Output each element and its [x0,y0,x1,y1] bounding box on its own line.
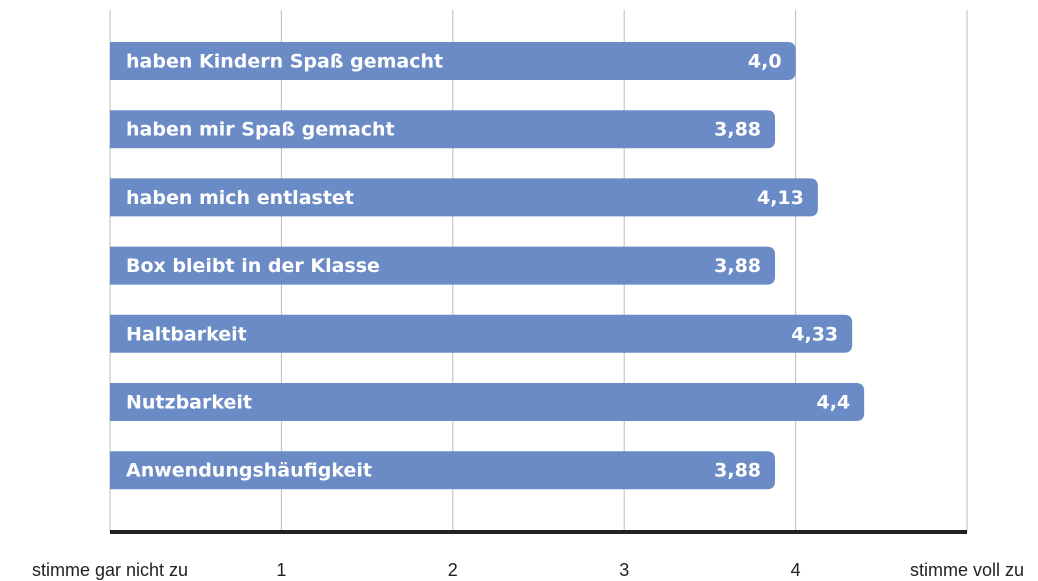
category-label: haben mir Spaß gemacht [126,119,395,141]
category-label: Box bleibt in der Klasse [126,255,380,277]
value-label: 3,88 [714,255,761,277]
category-label: Anwendungshäufigkeit [126,460,372,482]
value-label: 3,88 [714,460,761,482]
category-label: Haltbarkeit [126,323,247,345]
bar [110,246,776,285]
bar [110,178,818,217]
category-label: Nutzbarkeit [126,392,252,414]
category-label: haben mich entlastet [126,187,354,209]
x-tick-label: 1 [276,560,286,580]
bar [110,42,796,80]
category-label: haben Kindern Spaß gemacht [126,51,443,73]
bar [110,110,776,149]
bar [110,314,853,353]
x-tick-label: 4 [791,560,801,580]
value-label: 4,13 [757,187,804,209]
x-tick-label: stimme voll zu [910,560,1024,580]
value-label: 4,0 [748,51,782,73]
x-tick-label: 2 [448,560,458,580]
value-label: 3,88 [714,119,761,141]
x-tick-label: 3 [619,560,629,580]
value-label: 4,4 [816,392,850,414]
bar [110,383,865,421]
bar [110,451,776,490]
value-label: 4,33 [791,323,838,345]
x-tick-label: stimme gar nicht zu [32,560,188,580]
